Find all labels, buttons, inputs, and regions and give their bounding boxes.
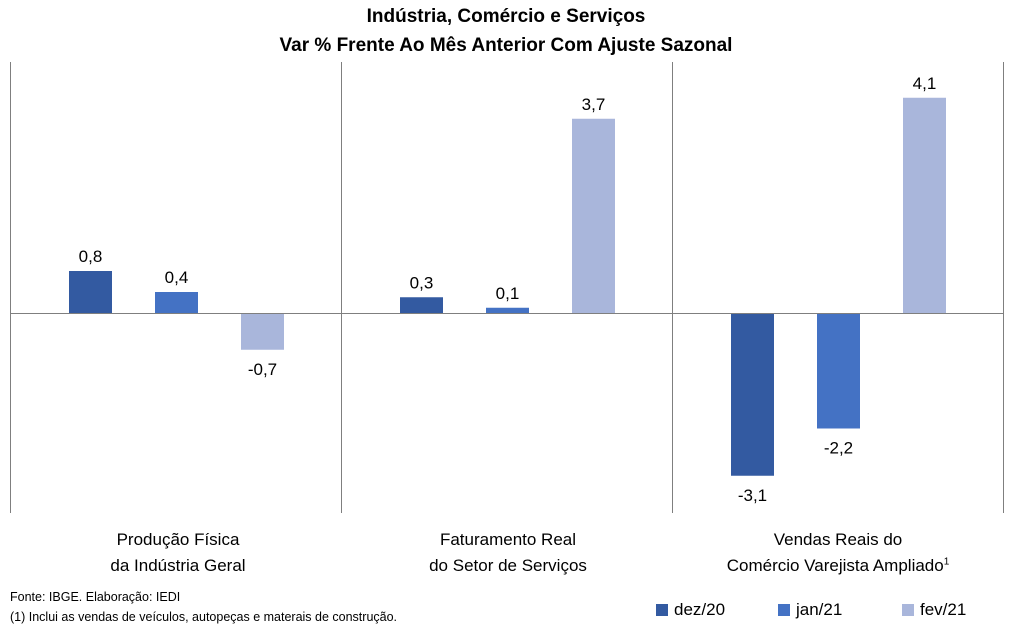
data-label-jan21-cat1: 0,1 xyxy=(496,284,520,303)
legend-swatch-fev21 xyxy=(902,604,914,616)
legend-label-dez20: dez/20 xyxy=(674,600,726,619)
bar-dez20-cat2 xyxy=(731,313,774,476)
chart-subtitle: Var % Frente Ao Mês Anterior Com Ajuste … xyxy=(279,35,733,56)
bar-fev21-cat1 xyxy=(572,118,615,313)
footnote-marker: 1 xyxy=(943,556,950,568)
data-label-dez20-cat0: 0,8 xyxy=(79,247,103,266)
legend-label-fev21: fev/21 xyxy=(920,600,967,619)
data-label-jan21-cat2: -2,2 xyxy=(824,439,853,458)
bar-jan21-cat0 xyxy=(155,292,198,313)
chart-title: Indústria, Comércio e Serviços xyxy=(366,6,646,27)
category-label-comercio: Vendas Reais do Comércio Varejista Ampli… xyxy=(726,530,950,575)
bar-jan21-cat1 xyxy=(486,307,529,313)
legend-swatch-jan21 xyxy=(778,604,790,616)
bar-fev21-cat0 xyxy=(241,313,284,350)
bar-jan21-cat2 xyxy=(817,313,860,429)
category-label-industria: Produção Física da Indústria Geral xyxy=(110,530,246,575)
data-label-dez20-cat2: -3,1 xyxy=(738,486,767,505)
bar-fev21-cat2 xyxy=(903,97,946,313)
legend-swatch-dez20 xyxy=(656,604,668,616)
bar-dez20-cat1 xyxy=(400,297,443,313)
data-label-fev21-cat0: -0,7 xyxy=(248,360,277,379)
category-label-servicos: Faturamento Real do Setor de Serviços xyxy=(429,530,587,575)
legend-item-fev21: fev/21 xyxy=(902,600,966,620)
bar-dez20-cat0 xyxy=(69,271,112,313)
data-label-jan21-cat0: 0,4 xyxy=(165,268,189,287)
legend-label-jan21: jan/21 xyxy=(796,600,843,619)
source-text: Fonte: IBGE. Elaboração: IEDI xyxy=(10,590,181,604)
legend-item-dez20: dez/20 xyxy=(656,600,725,620)
data-label-fev21-cat1: 3,7 xyxy=(582,95,606,114)
legend-item-jan21: jan/21 xyxy=(778,600,842,620)
data-label-dez20-cat1: 0,3 xyxy=(410,273,434,292)
data-label-fev21-cat2: 4,1 xyxy=(913,74,937,93)
footnote-text: (1) Inclui as vendas de veículos, autope… xyxy=(10,610,398,624)
